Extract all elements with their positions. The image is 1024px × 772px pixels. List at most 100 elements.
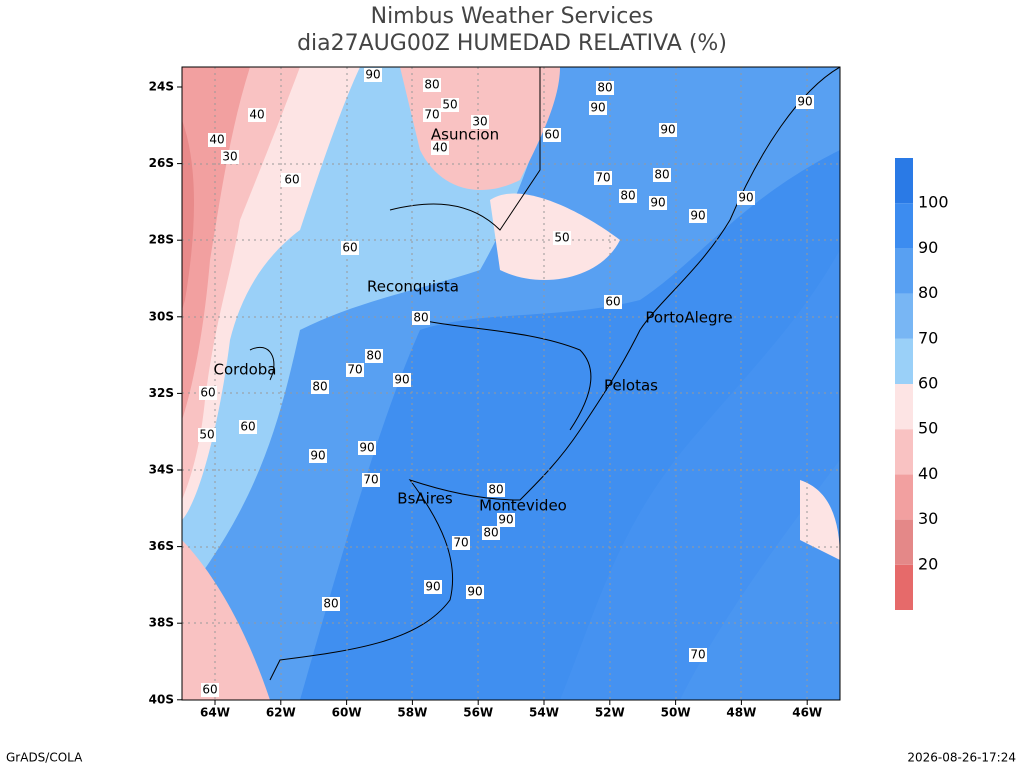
contour-label-bg bbox=[248, 108, 266, 122]
colorbar-bin bbox=[895, 203, 913, 249]
contour-label-bg bbox=[689, 209, 707, 223]
contour-label: 30 bbox=[472, 115, 487, 129]
contour-label-bg bbox=[589, 101, 607, 115]
contour-label-bg bbox=[619, 189, 637, 203]
contour-label-bg bbox=[199, 386, 217, 400]
contour-label-bg bbox=[283, 173, 301, 187]
x-tick-label: 58W bbox=[397, 706, 427, 720]
contour-label: 60 bbox=[605, 295, 620, 309]
y-tick-label: 36S bbox=[149, 539, 174, 553]
contour-label: 30 bbox=[222, 150, 237, 164]
contour-label-bg bbox=[441, 98, 459, 112]
contour-label-bg bbox=[471, 115, 489, 129]
map: Asuncion Reconquista PortoAlegre Cordoba Pel… bbox=[182, 67, 840, 700]
contour-label-bg bbox=[201, 683, 219, 697]
contour-label: 90 bbox=[359, 441, 374, 455]
contour-label: 60 bbox=[200, 386, 215, 400]
contour-label-bg bbox=[309, 449, 327, 463]
contour-label: 90 bbox=[498, 513, 513, 527]
contour-label: 40 bbox=[249, 108, 264, 122]
contour-label-bg bbox=[497, 513, 515, 527]
contour-label-bg bbox=[659, 123, 677, 137]
contour-label-bg bbox=[604, 295, 622, 309]
contour-label-bg bbox=[423, 78, 441, 92]
colorbar-bin bbox=[895, 429, 913, 475]
footer-right: 2026-08-26-17:24 bbox=[907, 751, 1016, 765]
colorbar-bin bbox=[895, 158, 913, 204]
city-label: Montevideo bbox=[479, 497, 567, 515]
contour-label-bg bbox=[198, 428, 216, 442]
y-tick-label: 34S bbox=[149, 463, 174, 477]
colorbar-bin bbox=[895, 338, 913, 384]
colorbar-bin bbox=[895, 384, 913, 430]
colorbar-label: 90 bbox=[918, 238, 938, 257]
y-tick-label: 40S bbox=[149, 692, 174, 706]
contour-label: 70 bbox=[690, 648, 705, 662]
city-label: Cordoba bbox=[214, 361, 277, 379]
contour-label-bg bbox=[431, 141, 449, 155]
subtitle: dia27AUG00Z HUMEDAD RELATIVA (%) bbox=[297, 31, 727, 56]
contour-label: 70 bbox=[347, 363, 362, 377]
city-label: PortoAlegre bbox=[645, 309, 732, 327]
contour-label: 90 bbox=[690, 209, 705, 223]
contour-label: 80 bbox=[597, 81, 612, 95]
colorbar-bin bbox=[895, 474, 913, 520]
contour-label: 50 bbox=[199, 428, 214, 442]
contour-label: 50 bbox=[554, 231, 569, 245]
contour-label-bg bbox=[221, 150, 239, 164]
contour-label: 90 bbox=[590, 101, 605, 115]
contour-label-bg bbox=[311, 380, 329, 394]
colorbar-label: 50 bbox=[918, 419, 938, 438]
x-tick-label: 60W bbox=[332, 706, 362, 720]
contour-label: 40 bbox=[209, 133, 224, 147]
colorbar-label: 20 bbox=[918, 554, 938, 573]
contour-label-bg bbox=[341, 241, 359, 255]
contour-label: 90 bbox=[738, 191, 753, 205]
contour-label-bg bbox=[358, 441, 376, 455]
contour-label-bg bbox=[452, 536, 470, 550]
map-frame bbox=[181, 66, 841, 701]
contour-label: 80 bbox=[323, 597, 338, 611]
contour-label: 80 bbox=[620, 189, 635, 203]
x-tick-label: 50W bbox=[661, 706, 691, 720]
contour-label: 90 bbox=[660, 123, 675, 137]
title: Nimbus Weather Services bbox=[371, 4, 654, 29]
contour-label-bg bbox=[423, 108, 441, 122]
contour-label-bg bbox=[466, 585, 484, 599]
x-tick-label: 52W bbox=[595, 706, 625, 720]
contour-label-bg bbox=[364, 68, 382, 82]
contour-label-bg bbox=[796, 95, 814, 109]
contour-label: 80 bbox=[488, 483, 503, 497]
contour-label: 90 bbox=[425, 580, 440, 594]
contour-label-bg bbox=[424, 580, 442, 594]
contour-label: 90 bbox=[310, 449, 325, 463]
x-tick-label: 54W bbox=[529, 706, 559, 720]
colorbar-label: 40 bbox=[918, 464, 938, 483]
contour-label: 60 bbox=[202, 683, 217, 697]
x-tick-label: 48W bbox=[726, 706, 756, 720]
contour-label-bg bbox=[365, 349, 383, 363]
contour-label: 80 bbox=[366, 349, 381, 363]
city-label: Pelotas bbox=[604, 377, 658, 395]
contour-label-bg bbox=[239, 420, 257, 434]
city-label: Asuncion bbox=[431, 126, 499, 144]
contour-label: 80 bbox=[424, 78, 439, 92]
contour-label: 60 bbox=[284, 173, 299, 187]
contour-label-bg bbox=[737, 191, 755, 205]
contour-label: 90 bbox=[797, 95, 812, 109]
contour-label: 90 bbox=[365, 68, 380, 82]
contour-label: 80 bbox=[483, 526, 498, 540]
colorbar-bin bbox=[895, 293, 913, 339]
contour-label: 70 bbox=[363, 473, 378, 487]
x-tick-label: 56W bbox=[463, 706, 493, 720]
x-tick-label: 64W bbox=[200, 706, 230, 720]
contour-label-bg bbox=[322, 597, 340, 611]
contour-label: 70 bbox=[453, 536, 468, 550]
contour-label-bg bbox=[412, 311, 430, 325]
contour-label: 50 bbox=[442, 98, 457, 112]
contour-label-bg bbox=[487, 483, 505, 497]
contour-label: 80 bbox=[413, 311, 428, 325]
contour-label-bg bbox=[346, 363, 364, 377]
city-label: BsAires bbox=[397, 490, 453, 508]
